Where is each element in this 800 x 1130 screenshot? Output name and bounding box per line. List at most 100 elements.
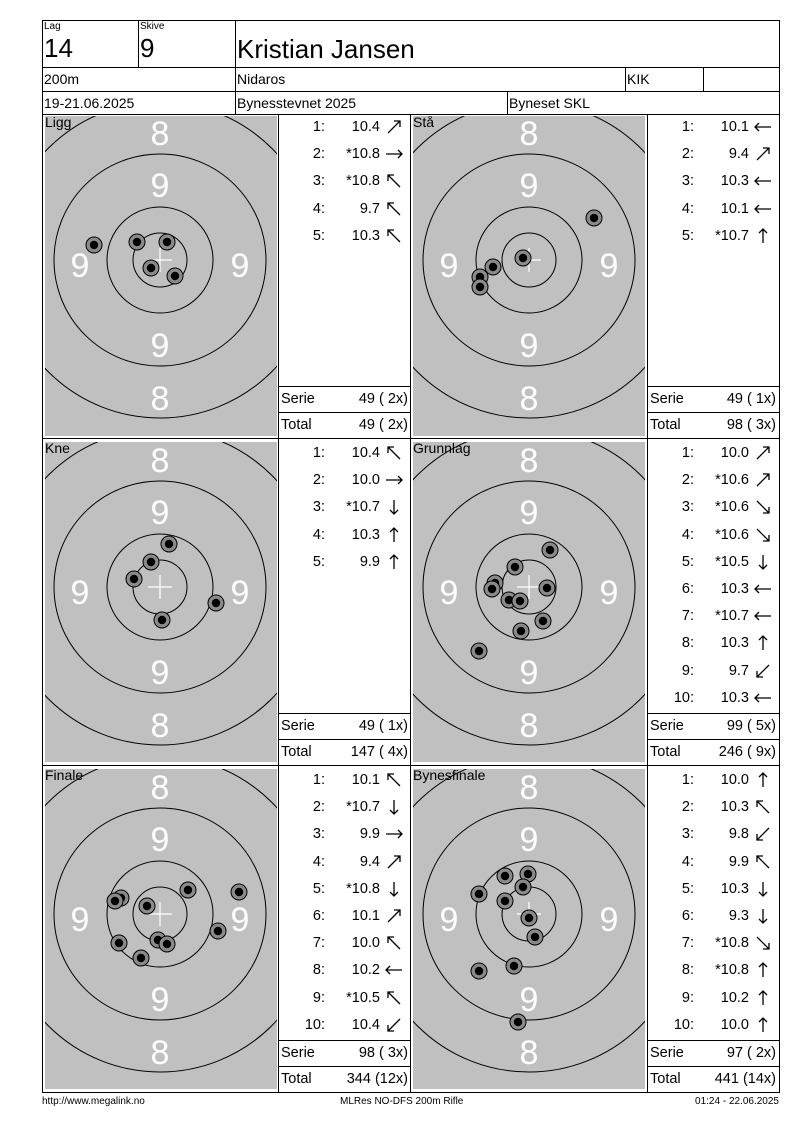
direction-arrow-icon xyxy=(756,827,770,842)
shot-hole xyxy=(484,258,502,276)
event-name: Bynesstevnet 2025 xyxy=(237,95,357,111)
shot-row: 5: 10.3 xyxy=(280,226,408,246)
shot-row: 5: *10.7 xyxy=(649,226,777,246)
total-value: 147 ( 4x) xyxy=(350,744,408,760)
shooter-name: Kristian Jansen xyxy=(237,34,415,64)
direction-arrow-icon xyxy=(389,500,399,516)
event-date: 19-21.06.2025 xyxy=(44,95,135,111)
lag-label: Lag xyxy=(44,21,61,32)
shot-hole xyxy=(230,883,248,901)
shot-number: 6: xyxy=(681,908,694,924)
direction-arrow-icon xyxy=(756,473,770,487)
ring-number: 9 xyxy=(231,574,250,612)
shot-hole xyxy=(179,881,197,899)
shot-row: 1: 10.1 xyxy=(649,117,777,137)
direction-arrow-icon xyxy=(756,854,770,869)
total-value: 98 ( 3x) xyxy=(726,417,776,433)
shot-hole xyxy=(496,892,514,910)
lag-value: 14 xyxy=(44,33,73,63)
shot-score: 10.1 xyxy=(351,772,380,788)
direction-arrow-icon xyxy=(758,227,768,243)
shot-hole xyxy=(471,278,489,296)
distance: 200m xyxy=(44,71,80,87)
shot-row: 7: *10.7 xyxy=(649,606,777,626)
shot-number: 5: xyxy=(312,553,325,570)
shot-number: 1: xyxy=(312,119,325,135)
direction-arrow-icon xyxy=(387,909,401,923)
shot-row: 2: 10.3 xyxy=(649,797,777,817)
target-ring xyxy=(45,116,277,419)
direction-arrow-icon xyxy=(754,693,771,703)
total-value: 344 (12x) xyxy=(346,1071,408,1087)
serie-row: Serie 49 ( 2x) xyxy=(279,388,410,410)
ring-number: 9 xyxy=(151,981,170,1019)
shot-row: 3: *10.8 xyxy=(280,171,408,191)
shot-row: 3: 10.3 xyxy=(649,171,777,191)
direction-arrow-icon xyxy=(756,664,770,678)
shot-number: 5: xyxy=(681,553,694,570)
shot-score: *10.7 xyxy=(715,608,749,625)
shot-hole xyxy=(585,209,603,227)
shot-hole xyxy=(142,259,160,277)
ring-number: 9 xyxy=(440,574,459,612)
direction-arrow-icon xyxy=(389,526,399,542)
shot-score: 9.9 xyxy=(359,826,380,843)
serie-value: 97 ( 2x) xyxy=(726,1045,776,1061)
shot-score: *10.7 xyxy=(346,799,380,816)
shot-score: 10.0 xyxy=(351,472,380,489)
direction-arrow-icon xyxy=(386,829,403,839)
serie-value: 49 ( 1x) xyxy=(726,391,776,407)
shot-row: 1: 10.4 xyxy=(280,443,408,463)
ring-number: 8 xyxy=(520,769,539,807)
shot-hole xyxy=(520,909,538,927)
shot-number: 2: xyxy=(312,146,325,163)
shot-score: 10.2 xyxy=(351,962,380,979)
shot-row: 3: *10.6 xyxy=(649,497,777,517)
ring-number: 9 xyxy=(440,901,459,939)
ring-number: 9 xyxy=(71,247,90,285)
direction-arrow-icon xyxy=(756,446,770,460)
shot-score: 9.7 xyxy=(359,200,380,217)
serie-value: 49 ( 2x) xyxy=(358,391,408,407)
shot-number: 3: xyxy=(312,499,325,516)
target-face: 8 8 9 9 9 9 xyxy=(45,442,277,746)
target-panel: 8 8 9 9 9 9 Ligg xyxy=(45,116,277,436)
shot-number: 2: xyxy=(681,799,694,816)
target-ring xyxy=(422,807,636,1021)
shot-score: 9.3 xyxy=(728,908,749,924)
ring-number: 9 xyxy=(600,247,619,285)
ring-number: 9 xyxy=(151,654,170,692)
shot-number: 9: xyxy=(681,989,694,1006)
serie-label: Serie xyxy=(650,391,684,407)
shot-hole xyxy=(142,553,160,571)
shot-score: 10.1 xyxy=(351,908,380,924)
shot-number: 5: xyxy=(681,227,694,244)
shot-score: *10.6 xyxy=(715,472,749,489)
total-label: Total xyxy=(650,1071,681,1087)
ring-number: 8 xyxy=(520,1034,539,1072)
shot-number: 6: xyxy=(312,908,325,924)
direction-arrow-icon xyxy=(387,1018,401,1032)
shot-score: *10.8 xyxy=(346,173,380,190)
shot-number: 2: xyxy=(681,146,694,163)
direction-arrow-icon xyxy=(387,174,401,188)
ring-number: 9 xyxy=(71,901,90,939)
target-ring xyxy=(132,232,188,288)
shot-row: 1: 10.0 xyxy=(649,770,777,790)
target-panel: 8 8 9 9 9 9 Kne xyxy=(45,442,277,762)
direction-arrow-icon xyxy=(386,149,403,159)
ring-number: 9 xyxy=(600,901,619,939)
footer-url[interactable]: http://www.megalink.no xyxy=(42,1096,145,1107)
ring-number: 9 xyxy=(151,494,170,532)
target-panel: 8 8 9 9 9 9 Grunnlag xyxy=(413,442,645,762)
direction-arrow-icon xyxy=(754,204,771,214)
shot-row: 5: 10.3 xyxy=(649,879,777,899)
shot-score: 10.4 xyxy=(351,445,380,461)
total-value: 49 ( 2x) xyxy=(358,417,408,433)
target-ring xyxy=(475,860,583,968)
shot-score: 9.9 xyxy=(728,853,749,870)
club-name: Nidaros xyxy=(237,71,286,87)
shot-row: 5: *10.8 xyxy=(280,879,408,899)
serie-value: 49 ( 1x) xyxy=(358,718,408,734)
serie-label: Serie xyxy=(281,1045,315,1061)
